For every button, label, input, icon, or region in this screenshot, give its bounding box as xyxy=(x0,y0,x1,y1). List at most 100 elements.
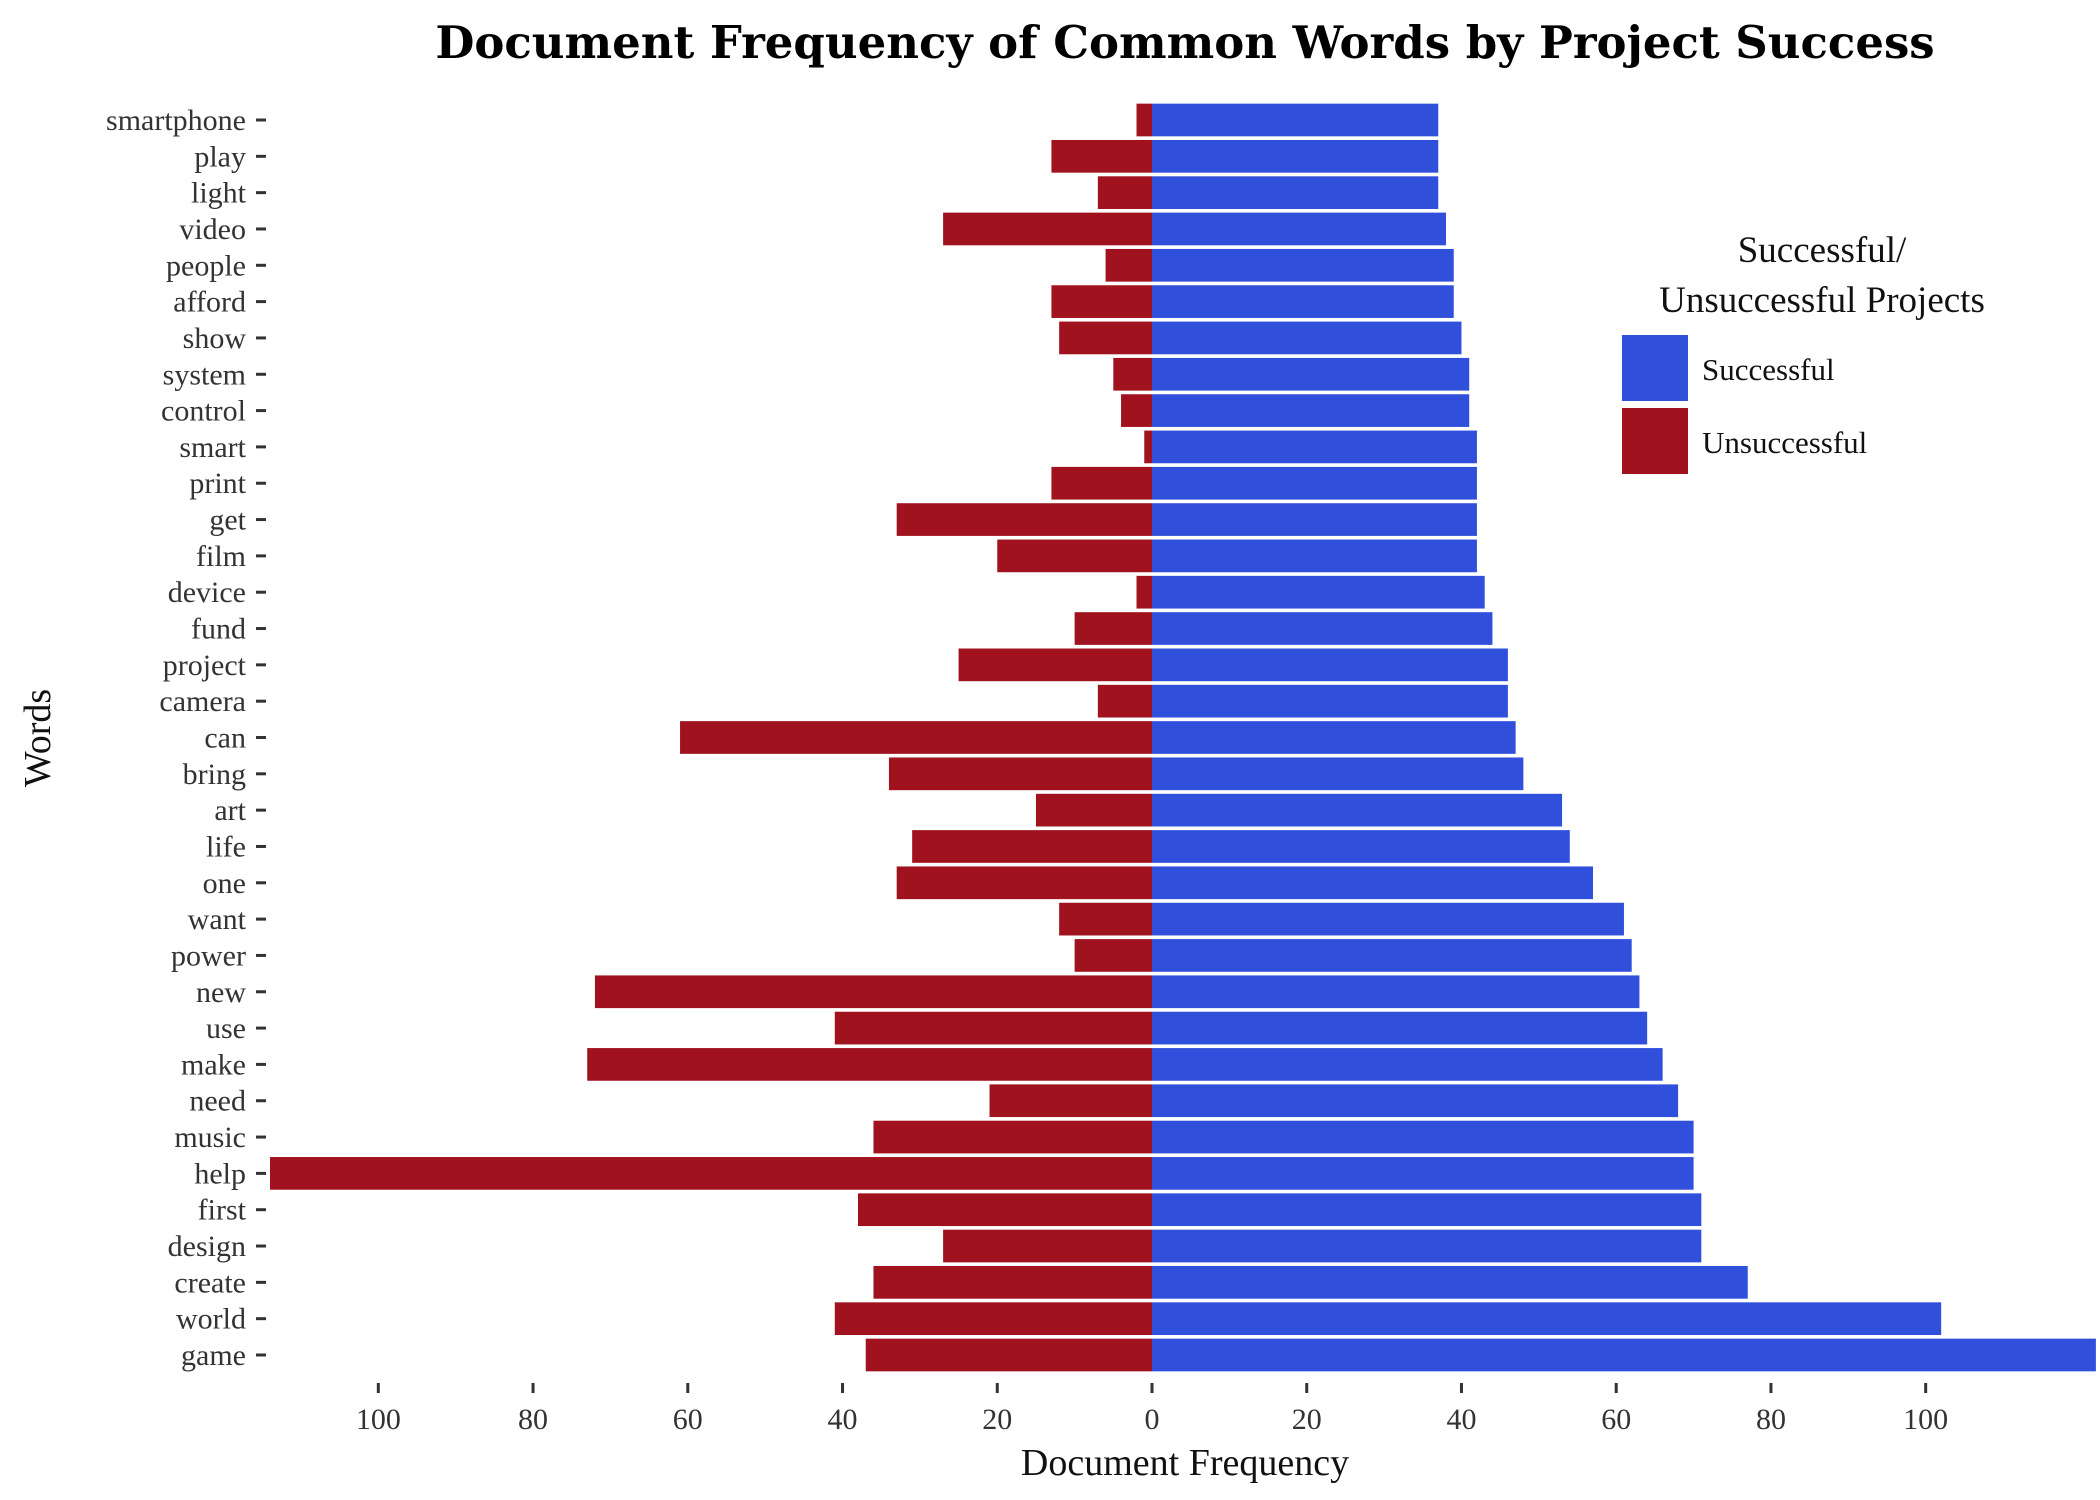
bar-unsuccessful-one xyxy=(896,866,1152,900)
bar-unsuccessful-light xyxy=(1097,176,1152,209)
bar-successful-fund xyxy=(1152,612,1493,645)
y-tick-label-need: need xyxy=(189,1085,246,1118)
x-tick-label-3: 40 xyxy=(828,1403,858,1436)
y-tick-label-fund: fund xyxy=(191,613,246,646)
bar-successful-smart xyxy=(1152,430,1477,464)
x-tick-label-2: 60 xyxy=(673,1403,703,1436)
bar-unsuccessful-art xyxy=(1035,793,1152,827)
bar-successful-design xyxy=(1152,1229,1702,1263)
bar-unsuccessful-play xyxy=(1051,139,1152,173)
y-tick-label-control: control xyxy=(161,395,246,428)
bar-successful-bring xyxy=(1152,757,1524,791)
x-tick-label-6: 20 xyxy=(1292,1403,1322,1436)
bar-unsuccessful-bring xyxy=(888,757,1152,791)
bar-successful-music xyxy=(1152,1120,1694,1154)
bar-unsuccessful-can xyxy=(680,721,1152,754)
bar-unsuccessful-film xyxy=(997,539,1152,573)
y-tick-label-art: art xyxy=(214,794,246,827)
bar-unsuccessful-help xyxy=(270,1157,1152,1190)
y-tick-label-world: world xyxy=(176,1303,246,1336)
y-tick-label-life: life xyxy=(206,830,246,863)
bar-unsuccessful-show xyxy=(1059,321,1152,355)
y-tick-label-power: power xyxy=(171,939,246,972)
bar-successful-afford xyxy=(1152,285,1454,318)
y-tick-label-camera: camera xyxy=(159,685,246,718)
y-tick-label-bring: bring xyxy=(183,758,246,791)
y-tick-label-first: first xyxy=(198,1194,247,1227)
x-tick-label-9: 80 xyxy=(1756,1403,1786,1436)
y-tick-label-one: one xyxy=(203,867,246,900)
bar-unsuccessful-device xyxy=(1136,575,1152,609)
y-tick-label-system: system xyxy=(163,358,246,391)
y-tick-label-play: play xyxy=(194,140,246,173)
y-axis-title: Words xyxy=(17,689,59,787)
bar-successful-power xyxy=(1152,939,1632,972)
bar-successful-life xyxy=(1152,830,1570,863)
bar-successful-film xyxy=(1152,539,1477,573)
bar-unsuccessful-project xyxy=(958,648,1152,682)
bar-unsuccessful-afford xyxy=(1051,285,1152,318)
legend: Successful/Unsuccessful Projects Successf… xyxy=(1622,230,1985,474)
bar-unsuccessful-make xyxy=(587,1048,1152,1081)
bar-unsuccessful-need xyxy=(989,1084,1152,1118)
bar-successful-first xyxy=(1152,1193,1702,1227)
y-tick-label-new: new xyxy=(196,976,246,1009)
y-tick-label-game: game xyxy=(181,1339,246,1372)
y-tick-label-film: film xyxy=(196,540,246,573)
bar-successful-world xyxy=(1152,1302,1942,1336)
bar-unsuccessful-world xyxy=(834,1302,1152,1336)
bar-successful-art xyxy=(1152,793,1563,827)
y-tick-label-device: device xyxy=(168,576,246,609)
bar-successful-help xyxy=(1152,1157,1694,1190)
legend-label-unsuccessful: Unsuccessful xyxy=(1702,425,1867,460)
bar-successful-create xyxy=(1152,1266,1748,1299)
bar-successful-game xyxy=(1152,1338,2096,1372)
bar-unsuccessful-want xyxy=(1059,902,1152,936)
legend-label-successful: Successful xyxy=(1702,352,1835,387)
x-axis-title: Document Frequency xyxy=(1021,1442,1349,1484)
y-tick-label-project: project xyxy=(163,649,247,682)
bar-unsuccessful-design xyxy=(943,1229,1152,1263)
legend-title-line-1: Successful/ xyxy=(1738,230,1907,271)
bar-unsuccessful-fund xyxy=(1074,612,1152,645)
bar-unsuccessful-camera xyxy=(1097,684,1152,718)
y-tick-label-make: make xyxy=(181,1048,246,1081)
y-tick-label-smart: smart xyxy=(179,431,246,464)
y-tick-label-can: can xyxy=(204,722,246,755)
bars-group xyxy=(270,103,2096,1372)
x-tick-label-1: 80 xyxy=(518,1403,548,1436)
x-tick-label-4: 20 xyxy=(982,1403,1012,1436)
x-tick-label-7: 40 xyxy=(1446,1403,1476,1436)
y-tick-label-design: design xyxy=(168,1230,246,1263)
bar-unsuccessful-get xyxy=(896,503,1152,536)
bar-unsuccessful-power xyxy=(1074,939,1152,972)
bar-successful-control xyxy=(1152,394,1470,427)
bar-unsuccessful-first xyxy=(858,1193,1152,1227)
bar-unsuccessful-life xyxy=(912,830,1152,863)
bar-successful-want xyxy=(1152,902,1624,936)
bar-unsuccessful-system xyxy=(1113,357,1152,391)
legend-title-line-2: Unsuccessful Projects xyxy=(1659,280,1985,321)
y-tick-label-music: music xyxy=(174,1121,246,1154)
y-tick-label-help: help xyxy=(194,1157,246,1190)
bar-successful-project xyxy=(1152,648,1508,682)
bar-successful-need xyxy=(1152,1084,1679,1118)
y-tick-label-light: light xyxy=(191,177,247,210)
y-tick-label-use: use xyxy=(206,1012,246,1045)
y-tick-label-want: want xyxy=(188,903,247,936)
bar-successful-show xyxy=(1152,321,1462,355)
x-tick-label-8: 60 xyxy=(1601,1403,1631,1436)
x-axis: 100 80 60 40 20 0 20 40 60 80 100 xyxy=(356,1383,1948,1436)
bar-unsuccessful-game xyxy=(865,1338,1152,1372)
bar-successful-video xyxy=(1152,212,1446,246)
bar-successful-print xyxy=(1152,466,1477,500)
bar-unsuccessful-create xyxy=(873,1266,1152,1299)
chart-title: Document Frequency of Common Words by Pr… xyxy=(435,16,1934,69)
bar-unsuccessful-video xyxy=(943,212,1152,246)
bar-successful-use xyxy=(1152,1011,1648,1045)
bar-successful-device xyxy=(1152,575,1485,609)
bar-successful-make xyxy=(1152,1048,1663,1081)
bar-successful-get xyxy=(1152,503,1477,536)
